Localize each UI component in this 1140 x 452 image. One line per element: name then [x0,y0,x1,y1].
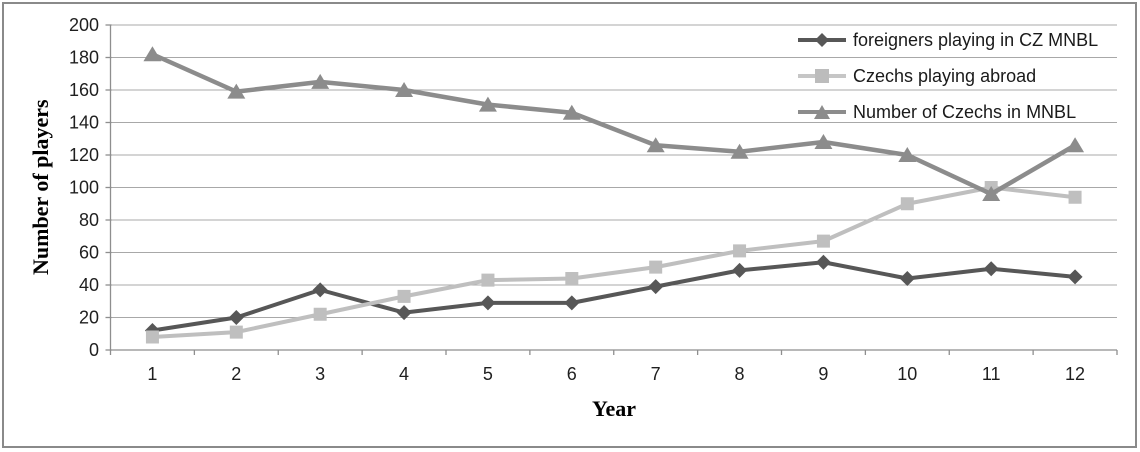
diamond-marker [648,279,664,295]
square-marker [481,273,495,287]
y-axis-title: Number of players [28,99,53,276]
triangle-marker [143,46,162,62]
triangle-marker [814,134,833,149]
legend-item-czechs-abroad: Czechs playing abroad [797,58,1098,94]
square-marker [229,325,243,339]
x-tick-label: 9 [818,364,828,384]
triangle-marker-icon [798,105,846,119]
square-marker [145,330,159,344]
series-line-2 [151,52,1077,197]
x-tick-label: 8 [735,364,745,384]
x-axis-title: Year [592,396,636,421]
y-tick-label: 160 [69,80,99,100]
legend: foreigners playing in CZ MNBL Czechs pla… [797,22,1098,130]
diamond-marker [815,254,831,270]
triangle-marker [227,83,246,99]
square-marker [733,244,747,258]
triangle-marker [478,96,497,112]
triangle-marker [982,186,1001,201]
square-marker [1068,190,1082,204]
square-marker [649,260,663,274]
square-marker [565,272,579,285]
legend-label: foreigners playing in CZ MNBL [853,29,1099,50]
legend-label: Number of Czechs in MNBL [853,101,1077,122]
series-line-0 [152,260,1076,333]
x-tick-label: 1 [147,364,157,384]
diamond-marker [396,305,412,321]
legend-item-foreigners: foreigners playing in CZ MNBL [797,22,1098,58]
x-tick-label: 5 [483,364,493,384]
triangle-marker [730,143,749,159]
square-marker [816,234,830,248]
diamond-marker [983,261,999,277]
square-marker [900,197,914,211]
x-tick-label: 6 [567,364,577,384]
y-tick-label: 60 [79,243,99,263]
series-line-1 [152,185,1076,339]
legend-label: Czechs playing abroad [853,65,1037,86]
square-marker [397,289,411,303]
legend-item-czechs-mnbl: Number of Czechs in MNBL [797,94,1098,130]
y-tick-label: 140 [69,113,99,133]
x-tick-label: 12 [1065,364,1085,384]
y-tick-label: 120 [69,145,99,165]
diamond-marker [312,282,328,298]
x-tick-label: 2 [231,364,241,384]
triangle-marker [1066,137,1085,153]
y-tick-label: 20 [79,308,99,328]
diamond-marker-icon [798,33,846,47]
y-tick-label: 180 [69,48,99,68]
triangle-marker [395,82,414,97]
x-tick-label: 11 [982,364,1001,384]
y-tick-label: 100 [69,178,99,198]
diamond-marker [1067,269,1083,285]
triangle-marker [311,73,330,89]
square-marker [313,307,327,321]
diamond-marker [732,262,748,278]
diamond-marker [228,310,244,325]
x-tick-label: 4 [399,364,409,384]
triangle-marker [562,104,581,120]
diamond-marker [899,271,915,286]
y-tick-label: 40 [79,275,99,295]
triangle-marker [898,147,917,162]
y-tick-label: 200 [69,15,99,35]
y-tick-label: 80 [79,210,99,230]
x-tick-label: 7 [651,364,661,384]
diamond-marker [564,295,580,311]
triangle-marker [646,137,665,153]
x-tick-label: 10 [897,364,917,384]
x-tick-label: 3 [315,364,325,384]
diamond-marker [480,295,496,311]
y-tick-label: 0 [89,340,99,360]
square-marker-icon [798,69,846,83]
